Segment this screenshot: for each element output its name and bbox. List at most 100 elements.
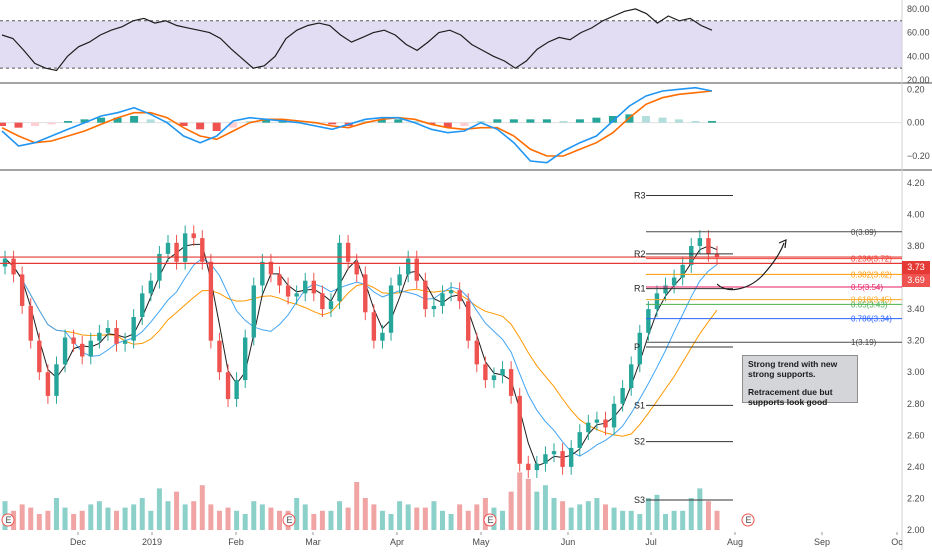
volume-bar bbox=[337, 501, 343, 530]
fib-label: 0(3.89) bbox=[851, 228, 877, 237]
macd-line bbox=[1, 86, 713, 164]
volume-bar bbox=[88, 504, 94, 530]
candle-body bbox=[311, 280, 317, 294]
candle-body bbox=[466, 301, 471, 341]
candle-body bbox=[491, 375, 497, 381]
candle-body bbox=[483, 364, 488, 381]
price-tick-label: 3.80 bbox=[907, 241, 925, 251]
rsi-tick-label: 60.00 bbox=[907, 28, 930, 38]
candle-body bbox=[680, 264, 685, 278]
volume-bar bbox=[174, 491, 180, 530]
earnings-marker-icon bbox=[282, 513, 296, 527]
pivot-label: S3 bbox=[634, 495, 645, 505]
annotation-callout[interactable]: Strong trend with new strong supports. R… bbox=[742, 355, 858, 407]
macd-histogram-bar bbox=[575, 119, 584, 123]
candle-body bbox=[551, 451, 557, 455]
candle-body bbox=[71, 337, 76, 344]
volume-bar bbox=[96, 501, 102, 530]
fib-label: 0.382(3.62) bbox=[851, 270, 892, 279]
candle-body bbox=[191, 233, 196, 239]
x-tick-label: Feb bbox=[228, 537, 244, 547]
volume-bar bbox=[500, 510, 506, 530]
candle-body bbox=[474, 340, 480, 365]
candle-body bbox=[165, 242, 171, 254]
volume-bar bbox=[114, 510, 120, 530]
volume-bar bbox=[568, 507, 574, 530]
macd-histogram-bar bbox=[377, 119, 386, 123]
volume-bar bbox=[714, 510, 720, 530]
fib-label: 0.65(3.43) bbox=[851, 300, 888, 309]
volume-bar bbox=[508, 491, 514, 530]
candle-body bbox=[260, 261, 265, 286]
macd-histogram-bar bbox=[328, 122, 337, 125]
candle-body bbox=[345, 242, 351, 262]
candle-body bbox=[637, 332, 642, 365]
volume-bar bbox=[585, 501, 591, 530]
candle-body bbox=[568, 447, 574, 467]
earnings-marker-label: E bbox=[746, 515, 752, 525]
volume-bar bbox=[182, 504, 188, 530]
candle-body bbox=[268, 261, 274, 275]
candle-body bbox=[157, 253, 162, 281]
candle-body bbox=[277, 274, 282, 286]
volume-bar bbox=[328, 510, 334, 530]
volume-bar bbox=[542, 485, 548, 530]
volume-bar bbox=[594, 498, 600, 530]
earnings-marker-icon bbox=[741, 513, 755, 527]
x-tick-label: Dec bbox=[70, 537, 87, 547]
pivot-label: S1 bbox=[634, 400, 645, 410]
price-tick-label: 2.00 bbox=[907, 525, 925, 535]
macd-histogram-bar bbox=[658, 117, 667, 123]
candle-body bbox=[80, 343, 85, 357]
volume-bar bbox=[208, 504, 214, 530]
candle-body bbox=[28, 305, 33, 341]
volume-bar bbox=[551, 498, 557, 530]
candle-body bbox=[663, 285, 668, 294]
candle-body bbox=[148, 280, 154, 294]
macd-histogram-bar bbox=[674, 119, 683, 123]
candle-body bbox=[388, 285, 394, 333]
candle-body bbox=[611, 403, 617, 428]
volume-bar bbox=[19, 504, 25, 530]
fib-label: 0.236(3.72) bbox=[851, 255, 892, 264]
macd-histogram-bar bbox=[641, 116, 650, 123]
volume-bar bbox=[362, 498, 368, 530]
candle-body bbox=[448, 290, 454, 294]
candle-body bbox=[517, 395, 522, 464]
macd-histogram-bar bbox=[460, 122, 469, 126]
price-tick-label: 2.20 bbox=[907, 493, 925, 503]
x-tick-label: Jun bbox=[561, 537, 576, 547]
macd-histogram-bar bbox=[526, 119, 535, 123]
volume-bar bbox=[71, 514, 77, 530]
macd-tick-label: −0.20 bbox=[907, 151, 930, 161]
volume-bar bbox=[28, 507, 34, 530]
macd-histogram-bar bbox=[691, 121, 700, 123]
volume-bar bbox=[611, 507, 617, 530]
ma-slow-line bbox=[4, 258, 718, 437]
volume-bar bbox=[560, 501, 566, 530]
volume-bar bbox=[345, 507, 351, 530]
volume-bar bbox=[36, 514, 42, 530]
candle-body bbox=[508, 369, 514, 396]
candle-body bbox=[689, 246, 694, 265]
macd-tick-label: 0.00 bbox=[907, 118, 925, 128]
candle-body bbox=[526, 463, 531, 471]
price-tick-label: 4.20 bbox=[907, 178, 925, 188]
pivot-label: R3 bbox=[634, 191, 646, 201]
price-tick-label: 2.40 bbox=[907, 462, 925, 472]
candle-body bbox=[380, 332, 385, 341]
volume-bar bbox=[105, 507, 111, 530]
candle-body bbox=[646, 309, 651, 333]
price-tick-label: 3.00 bbox=[907, 367, 925, 377]
macd-histogram-bar bbox=[262, 119, 271, 123]
volume-bar bbox=[448, 514, 454, 530]
candle-body bbox=[19, 274, 25, 306]
volume-bar bbox=[388, 514, 394, 530]
volume-bar bbox=[414, 507, 420, 530]
candle-body bbox=[560, 451, 565, 467]
volume-bar bbox=[259, 504, 265, 530]
fib-label: 0.618(3.45) bbox=[851, 296, 892, 305]
macd-histogram-bar bbox=[64, 121, 73, 123]
